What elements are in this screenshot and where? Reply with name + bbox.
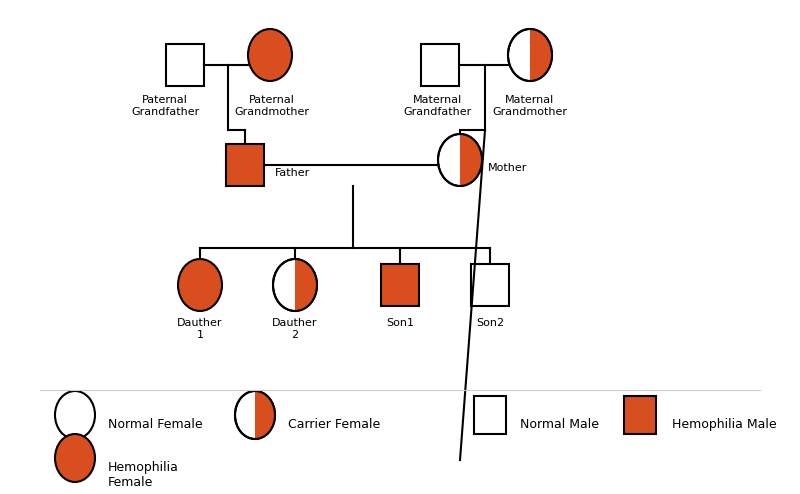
Text: Normal Male: Normal Male xyxy=(520,418,599,431)
Text: Dauther
1: Dauther 1 xyxy=(178,318,222,339)
Ellipse shape xyxy=(55,434,95,482)
Text: Paternal
Grandmother: Paternal Grandmother xyxy=(234,95,310,117)
Ellipse shape xyxy=(438,134,482,186)
Text: Mother: Mother xyxy=(488,163,527,173)
Ellipse shape xyxy=(273,259,317,311)
Ellipse shape xyxy=(248,29,292,81)
FancyBboxPatch shape xyxy=(624,396,656,434)
Polygon shape xyxy=(530,29,552,81)
Text: Normal Female: Normal Female xyxy=(108,418,202,431)
Text: Son2: Son2 xyxy=(476,318,504,328)
Ellipse shape xyxy=(508,29,552,81)
FancyBboxPatch shape xyxy=(226,144,264,186)
Text: Maternal
Grandmother: Maternal Grandmother xyxy=(493,95,567,117)
Text: Dauther
2: Dauther 2 xyxy=(272,318,318,339)
Ellipse shape xyxy=(235,391,275,439)
FancyBboxPatch shape xyxy=(421,44,459,86)
FancyBboxPatch shape xyxy=(381,264,419,306)
Polygon shape xyxy=(295,259,317,311)
FancyBboxPatch shape xyxy=(166,44,204,86)
FancyBboxPatch shape xyxy=(471,264,509,306)
Polygon shape xyxy=(255,391,275,439)
Text: Carrier Female: Carrier Female xyxy=(288,418,380,431)
Ellipse shape xyxy=(55,391,95,439)
Polygon shape xyxy=(460,134,482,186)
Text: Hemophilia
Female: Hemophilia Female xyxy=(108,461,179,489)
Text: Paternal
Grandfather: Paternal Grandfather xyxy=(131,95,199,117)
Text: Son1: Son1 xyxy=(386,318,414,328)
FancyBboxPatch shape xyxy=(474,396,506,434)
Text: Hemophilia Male: Hemophilia Male xyxy=(672,418,777,431)
Text: Father: Father xyxy=(275,168,310,178)
Text: Maternal
Grandfather: Maternal Grandfather xyxy=(403,95,471,117)
Ellipse shape xyxy=(178,259,222,311)
